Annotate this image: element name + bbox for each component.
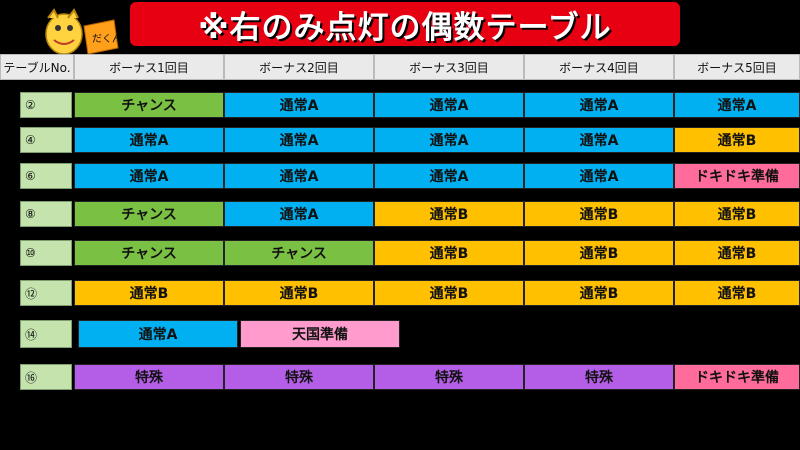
table-row: ⑧ チャンス 通常A 通常B 通常B 通常B [0, 201, 800, 227]
header-bonus-5: ボーナス5回目 [674, 54, 800, 80]
row-label: ② [20, 92, 72, 118]
table-row: ⑯ 特殊 特殊 特殊 特殊 ドキドキ準備 [0, 364, 800, 390]
table-cell: 通常A [524, 127, 674, 153]
table-row: ⑭ 通常A 天国準備 [0, 320, 800, 348]
table-cell: 通常B [524, 280, 674, 306]
header-bonus-2: ボーナス2回目 [224, 54, 374, 80]
header-bonus-4: ボーナス4回目 [524, 54, 674, 80]
mascot-icon: だくん [45, 8, 122, 55]
table-cell: 通常B [224, 280, 374, 306]
table-cell: 特殊 [374, 364, 524, 390]
table-cell: 通常A [374, 163, 524, 189]
table-cell: 通常A [224, 163, 374, 189]
row-label: ④ [20, 127, 72, 153]
table-cell: 通常B [674, 201, 800, 227]
table-cell: 通常B [74, 280, 224, 306]
table-cell: チャンス [74, 240, 224, 266]
row-label: ⑧ [20, 201, 72, 227]
table-cell: 特殊 [224, 364, 374, 390]
table-row: ④ 通常A 通常A 通常A 通常A 通常B [0, 127, 800, 153]
table-cell: 通常B [374, 240, 524, 266]
table-cell: 通常A [524, 92, 674, 118]
table-row: ⑫ 通常B 通常B 通常B 通常B 通常B [0, 280, 800, 306]
header-bonus-3: ボーナス3回目 [374, 54, 524, 80]
table-cell: ドキドキ準備 [674, 163, 800, 189]
page-title: ※右のみ点灯の偶数テーブル [198, 9, 612, 46]
table-cell: チャンス [224, 240, 374, 266]
table-cell: 通常A [78, 320, 238, 348]
table-cell: ドキドキ準備 [674, 364, 800, 390]
row-label: ⑫ [20, 280, 72, 306]
table-cell: チャンス [74, 92, 224, 118]
table-row: ⑥ 通常A 通常A 通常A 通常A ドキドキ準備 [0, 163, 800, 189]
table-cell: 通常B [524, 240, 674, 266]
table-cell: 通常A [224, 127, 374, 153]
row-label: ⑭ [20, 320, 72, 348]
table-row: ⑩ チャンス チャンス 通常B 通常B 通常B [0, 240, 800, 266]
table-row: ② チャンス 通常A 通常A 通常A 通常A [0, 92, 800, 118]
table-cell: 通常A [224, 201, 374, 227]
table-cell: 通常A [74, 127, 224, 153]
table-cell: 通常B [674, 127, 800, 153]
table-cell: 通常A [374, 127, 524, 153]
table-cell: 通常A [524, 163, 674, 189]
table-cell: 通常B [674, 280, 800, 306]
header-bonus-1: ボーナス1回目 [74, 54, 224, 80]
table-cell: 通常B [374, 201, 524, 227]
title-banner: ※右のみ点灯の偶数テーブル [130, 2, 680, 46]
table-cell: 特殊 [524, 364, 674, 390]
row-label: ⑯ [20, 364, 72, 390]
table-cell: 通常A [224, 92, 374, 118]
table-cell: 通常A [74, 163, 224, 189]
table-cell: チャンス [74, 201, 224, 227]
table-cell: 通常B [524, 201, 674, 227]
table-cell: 通常B [374, 280, 524, 306]
row-label: ⑩ [20, 240, 72, 266]
table-cell: 天国準備 [240, 320, 400, 348]
table-cell: 通常A [674, 92, 800, 118]
table-cell: 通常B [674, 240, 800, 266]
table-cell: 通常A [374, 92, 524, 118]
table-cell: 特殊 [74, 364, 224, 390]
row-label: ⑥ [20, 163, 72, 189]
header-table-no: テーブルNo. [0, 54, 74, 80]
mascot-badge-text: だくん [92, 33, 122, 45]
